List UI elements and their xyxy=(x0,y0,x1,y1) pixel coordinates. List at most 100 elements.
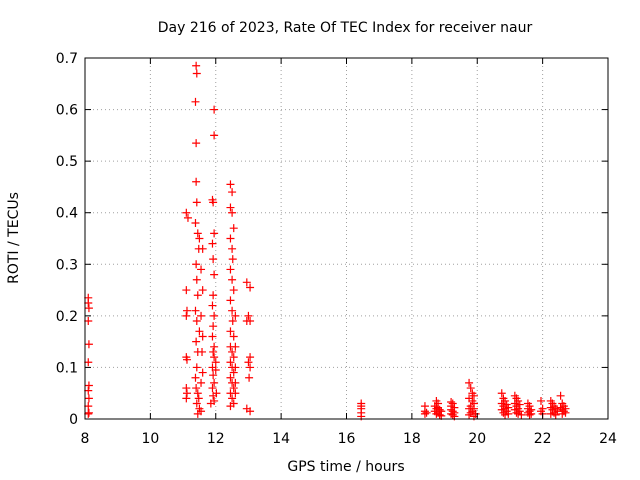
x-tick-label: 10 xyxy=(141,431,159,447)
data-point xyxy=(195,234,204,243)
data-point xyxy=(192,384,201,393)
data-point xyxy=(242,278,251,287)
y-tick-label: 0.7 xyxy=(56,51,78,67)
data-point xyxy=(229,224,238,233)
data-point xyxy=(84,358,93,367)
data-point xyxy=(197,378,206,387)
x-tick-label: 14 xyxy=(272,431,290,447)
data-point xyxy=(231,311,240,320)
data-point xyxy=(246,283,255,292)
data-point xyxy=(515,400,524,409)
data-point xyxy=(226,234,235,243)
data-point xyxy=(228,188,237,197)
data-point xyxy=(229,286,238,295)
data-point xyxy=(499,408,508,417)
data-point xyxy=(517,410,526,419)
data-point xyxy=(84,386,93,395)
x-tick-label: 18 xyxy=(403,431,421,447)
data-point xyxy=(208,239,217,248)
data-point xyxy=(228,208,237,217)
data-point xyxy=(210,131,219,140)
data-point xyxy=(192,399,201,408)
data-point xyxy=(246,363,255,372)
data-point xyxy=(192,61,201,70)
data-point xyxy=(208,332,217,341)
data-point xyxy=(192,363,201,372)
data-point xyxy=(198,332,207,341)
data-point xyxy=(84,381,93,390)
data-point xyxy=(209,322,218,331)
data-point xyxy=(84,394,93,403)
data-point xyxy=(466,408,475,417)
data-point xyxy=(226,180,235,189)
data-point xyxy=(84,340,93,349)
grid-lines xyxy=(85,58,608,419)
data-point xyxy=(231,389,240,398)
data-point xyxy=(192,317,201,326)
data-point xyxy=(226,373,235,382)
data-point xyxy=(84,317,93,326)
data-point xyxy=(210,270,219,279)
data-point xyxy=(420,409,429,418)
data-point xyxy=(209,255,218,264)
data-point xyxy=(210,229,219,238)
data-point xyxy=(546,409,555,418)
data-point xyxy=(512,408,521,417)
data-point xyxy=(231,342,240,351)
data-point xyxy=(182,394,191,403)
data-point xyxy=(192,177,201,186)
data-points xyxy=(84,61,570,421)
data-point xyxy=(435,410,444,419)
x-tick-label: 12 xyxy=(207,431,225,447)
data-point xyxy=(210,311,219,320)
y-tick-label: 0.1 xyxy=(56,360,78,376)
data-point xyxy=(525,410,534,419)
data-point xyxy=(465,378,474,387)
data-point xyxy=(192,275,201,284)
axis-ticks xyxy=(84,57,609,420)
data-point xyxy=(466,384,475,393)
data-point xyxy=(84,409,93,418)
y-tick-label: 0 xyxy=(69,412,78,428)
data-point xyxy=(504,409,513,418)
data-point xyxy=(551,410,560,419)
y-tick-labels: 0 0.1 0.2 0.3 0.4 0.5 0.6 0.7 xyxy=(56,51,78,428)
data-point xyxy=(193,389,202,398)
data-point xyxy=(228,306,237,315)
x-tick-label: 24 xyxy=(599,431,617,447)
data-point xyxy=(550,408,559,417)
data-point xyxy=(194,394,203,403)
data-point xyxy=(84,304,93,313)
data-point xyxy=(231,378,240,387)
data-point xyxy=(183,213,192,222)
data-point xyxy=(226,358,235,367)
data-point xyxy=(182,306,191,315)
data-point xyxy=(244,358,253,367)
data-point xyxy=(198,347,207,356)
data-point xyxy=(448,410,457,419)
data-point xyxy=(210,378,219,387)
data-point xyxy=(229,384,238,393)
data-point xyxy=(556,403,565,412)
x-tick-label: 16 xyxy=(338,431,356,447)
data-point xyxy=(226,402,235,411)
data-point xyxy=(192,198,201,207)
data-point xyxy=(193,229,202,238)
data-point xyxy=(228,275,237,284)
data-point xyxy=(182,311,191,320)
data-point xyxy=(198,286,207,295)
data-point xyxy=(228,244,237,253)
data-point xyxy=(206,399,215,408)
data-point xyxy=(422,408,431,417)
data-point xyxy=(191,306,200,315)
x-axis-label: GPS time / hours xyxy=(287,459,404,475)
data-point xyxy=(246,353,255,362)
data-point xyxy=(228,255,237,264)
data-point xyxy=(228,394,237,403)
chart-title: Day 216 of 2023, Rate Of TEC Index for r… xyxy=(158,20,533,36)
data-point xyxy=(84,298,93,307)
data-point xyxy=(469,391,478,400)
data-point xyxy=(497,389,506,398)
data-point xyxy=(536,396,545,405)
